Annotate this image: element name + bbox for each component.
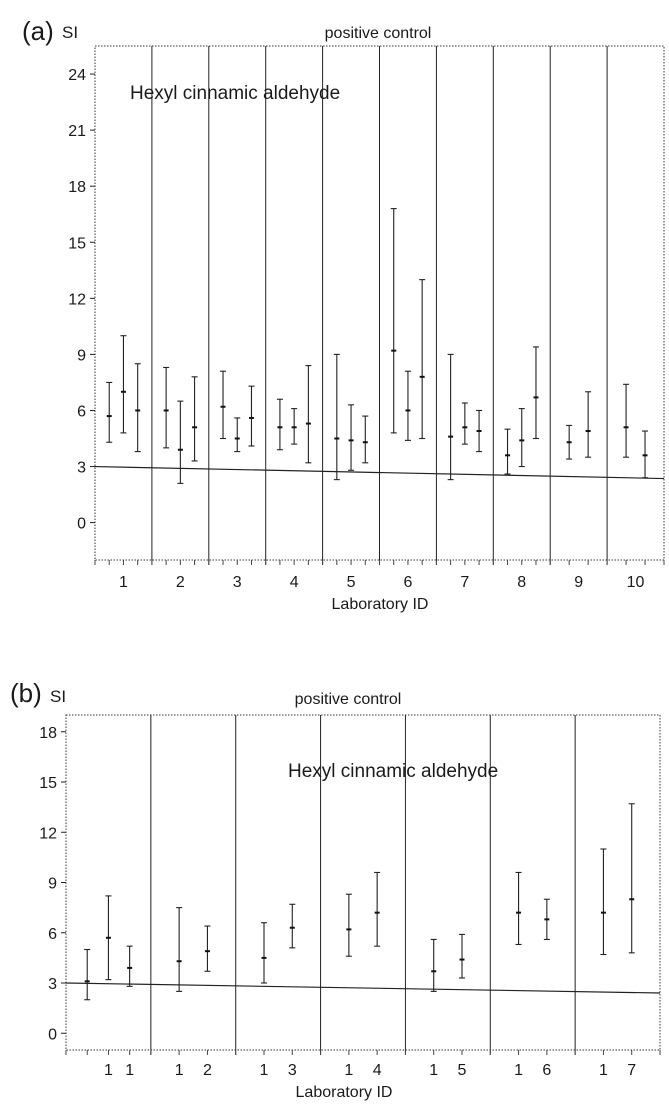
x-tick-label: 1	[104, 1062, 113, 1079]
threshold-line	[65, 982, 661, 994]
x-tick-label: 6	[403, 574, 412, 591]
y-tick-label: 3	[48, 976, 57, 993]
x-tick-label: 1	[119, 574, 128, 591]
x-tick-label: 3	[233, 574, 242, 591]
x-tick-label: 7	[460, 574, 469, 591]
panel-b-letter: (b)	[10, 678, 42, 708]
x-tick-label: 1	[429, 1062, 438, 1079]
x-tick-label: 2	[176, 574, 185, 591]
x-tick-label: 1	[514, 1062, 523, 1079]
panel-b-annotation: Hexyl cinnamic aldehyde	[288, 761, 498, 782]
y-tick-label: 24	[68, 67, 86, 84]
y-tick-label: 21	[68, 123, 86, 140]
y-tick-label: 12	[39, 825, 57, 842]
panel-a-x-label: Laboratory ID	[332, 596, 429, 613]
x-tick-label: 10	[627, 574, 645, 591]
x-tick-label: 1	[175, 1062, 184, 1079]
x-tick-label: 1	[260, 1062, 269, 1079]
y-tick-label: 12	[68, 291, 86, 308]
x-tick-label: 7	[627, 1062, 636, 1079]
x-tick-label: 5	[347, 574, 356, 591]
x-tick-label: 2	[203, 1062, 212, 1079]
panel-a-annotation: Hexyl cinnamic aldehyde	[130, 83, 340, 104]
x-tick-label: 5	[458, 1062, 467, 1079]
panel-b-title: positive control	[295, 691, 402, 708]
x-tick-label: 1	[125, 1062, 134, 1079]
y-tick-label: 15	[68, 235, 86, 252]
x-tick-label: 1	[599, 1062, 608, 1079]
x-tick-label: 8	[517, 574, 526, 591]
x-tick-label: 3	[288, 1062, 297, 1079]
panel-b: (b) SI positive control Hexyl cinnamic a…	[10, 678, 661, 1101]
panel-a-title: positive control	[325, 25, 432, 42]
y-tick-label: 15	[39, 775, 57, 792]
y-tick-label: 0	[77, 516, 86, 533]
y-tick-label: 3	[77, 460, 86, 477]
plot-frame	[94, 45, 665, 561]
y-tick-label: 18	[68, 179, 86, 196]
x-tick-label: 4	[290, 574, 299, 591]
panel-a: (a) SI positive control Hexyl cinnamic a…	[22, 16, 665, 613]
x-tick-label: 6	[542, 1062, 551, 1079]
x-tick-label: 4	[373, 1062, 382, 1079]
panel-a-letter: (a)	[22, 16, 54, 46]
y-tick-label: 9	[77, 347, 86, 364]
panel-b-x-label: Laboratory ID	[296, 1084, 393, 1101]
panel-b-y-unit: SI	[50, 687, 66, 706]
x-tick-label: 1	[344, 1062, 353, 1079]
threshold-line	[94, 465, 665, 480]
y-tick-label: 0	[48, 1026, 57, 1043]
panel-a-y-unit: SI	[62, 23, 78, 42]
y-tick-label: 9	[48, 876, 57, 893]
y-tick-label: 6	[48, 926, 57, 943]
y-tick-label: 6	[77, 403, 86, 420]
x-tick-label: 9	[574, 574, 583, 591]
y-tick-label: 18	[39, 725, 57, 742]
